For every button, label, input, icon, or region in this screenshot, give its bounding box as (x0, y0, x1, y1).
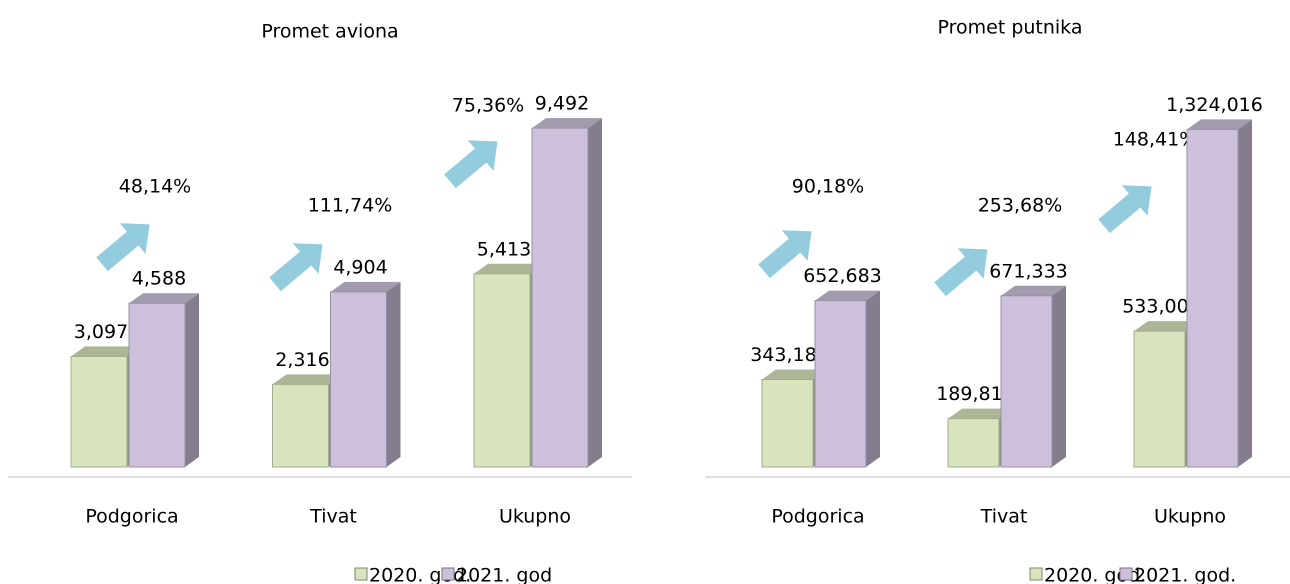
legend-swatch (441, 567, 455, 581)
bar-top (330, 281, 401, 292)
bar (70, 355, 128, 468)
bar-top (532, 118, 602, 129)
value-label: 1,324,016 (1166, 94, 1263, 116)
bar-top (762, 369, 827, 380)
legend-label: 2021. god. (1134, 565, 1236, 584)
bar-top (948, 408, 1013, 419)
bar-top (474, 263, 544, 274)
trend-arrow (96, 223, 150, 272)
x-tick-label: Tivat (309, 506, 357, 528)
x-tick-label: Tivat (980, 506, 1028, 528)
bar-top (129, 293, 199, 304)
value-label: 5,413 (477, 238, 531, 260)
bar-top (815, 290, 880, 301)
bar (947, 418, 1000, 468)
annotation: 253,68% (978, 195, 1063, 217)
bar (330, 291, 387, 468)
value-label: 4,904 (333, 256, 387, 278)
x-tick-label: Podgorica (771, 506, 864, 528)
value-label: 189,815 (936, 383, 1015, 405)
annotation: 148,41% (1113, 129, 1198, 151)
bar (814, 300, 867, 468)
value-label: 533,002 (1122, 296, 1201, 318)
legend-swatch (1029, 567, 1043, 581)
trend-arrow (1098, 185, 1152, 234)
bar-side (588, 118, 602, 468)
trend-arrow (444, 140, 498, 189)
legend-label: 2021. god (456, 565, 552, 584)
trend-arrow (934, 248, 988, 297)
legend-swatch (1119, 567, 1133, 581)
value-label: 652,683 (803, 265, 882, 287)
bar-side (866, 290, 880, 467)
bar-top (1001, 285, 1066, 296)
value-label: 671,333 (989, 260, 1068, 282)
bar (1000, 295, 1053, 468)
chart-title: Promet aviona (261, 21, 398, 43)
value-label: 2,316 (275, 349, 329, 371)
bar-top (71, 346, 141, 357)
bar-top (1187, 119, 1252, 130)
annotation: 75,36% (452, 95, 524, 117)
x-tick-label: Ukupno (1154, 506, 1226, 528)
legend-swatch (354, 567, 368, 581)
annotation: 90,18% (792, 176, 864, 198)
bar-top (1134, 321, 1199, 332)
chart-title: Promet putnika (937, 17, 1082, 39)
bar (761, 378, 814, 468)
bar-side (1238, 119, 1252, 468)
value-label: 343,187 (750, 344, 829, 366)
bar (1133, 330, 1186, 468)
bar-top (272, 374, 343, 385)
value-label: 3,097 (74, 321, 128, 343)
trend-arrow (758, 230, 812, 279)
bar-side (1052, 285, 1066, 467)
value-label: 4,588 (132, 268, 186, 290)
annotation: 111,74% (308, 195, 393, 217)
bar-side (185, 293, 199, 467)
x-tick-label: Podgorica (85, 506, 178, 528)
bar (1186, 128, 1239, 468)
bar (128, 302, 186, 468)
bar (473, 273, 531, 468)
x-tick-label: Ukupno (499, 506, 571, 528)
trend-arrow (269, 243, 323, 292)
bar (531, 127, 589, 468)
bar-side (386, 281, 401, 467)
annotation: 48,14% (119, 176, 191, 198)
value-label: 9,492 (535, 93, 589, 115)
bar (272, 383, 329, 468)
